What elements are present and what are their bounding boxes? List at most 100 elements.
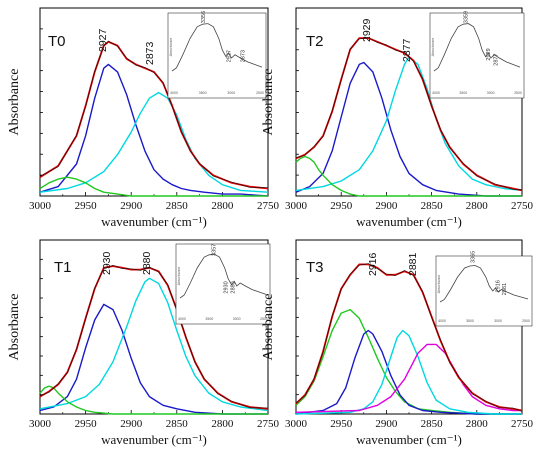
inset-spectrum-line <box>439 265 529 303</box>
x-tick-label: 2750 <box>257 418 280 430</box>
inset-frame <box>429 12 525 99</box>
y-axis-label: Absorbance <box>7 294 22 361</box>
series-line-3 <box>295 155 522 197</box>
x-tick-label: 2900 <box>120 418 143 430</box>
inset-peak-label: 3357 <box>211 244 217 256</box>
x-tick-label: 2850 <box>421 200 444 212</box>
peak-label: 2877 <box>401 38 413 62</box>
panel-t0: 3000 2950 2900 2850 2800 2750 wavenumber (cm⁻¹… <box>7 7 280 229</box>
inset-x-tick-label: 2500 <box>522 319 530 323</box>
inset-full-spectrum: Absorbance 4000 3500 3000 2500 3356 2927 2873 <box>167 11 267 99</box>
x-tick-label: 3000 <box>285 418 308 430</box>
x-tick-label: 2950 <box>75 200 98 212</box>
panel-t3: 3000 2950 2900 2850 2800 2750 wavenumber (cm⁻¹… <box>261 239 534 447</box>
inset-y-label: Absorbance <box>431 38 435 57</box>
x-tick-label: 2850 <box>166 200 189 212</box>
x-tick-label: 2750 <box>511 200 534 212</box>
series-line-1 <box>39 63 269 197</box>
inset-full-spectrum: Absorbance 4000 3500 3000 2500 3357 2930 2880 <box>175 243 271 325</box>
inset-x-tick-label: 4000 <box>438 319 446 323</box>
peak-label: 2930 <box>101 251 113 275</box>
inset-full-spectrum: Absorbance 4000 3500 3000 2500 3365 2916 2881 <box>435 251 533 327</box>
x-tick-label: 2950 <box>330 200 353 212</box>
series-line-1 <box>295 61 522 197</box>
panel-t2: 3000 2950 2900 2850 2800 2750 wavenumber (cm⁻¹… <box>261 7 534 229</box>
inset-x-tick-label: 3000 <box>487 91 495 95</box>
x-tick-label: 2750 <box>511 418 534 430</box>
x-tick-label: 2800 <box>211 418 234 430</box>
series-line-1 <box>39 303 268 415</box>
x-tick-label: 2900 <box>120 200 143 212</box>
x-tick-label: 3000 <box>285 200 308 212</box>
inset-peak-label: 3365 <box>470 251 476 263</box>
x-tick-label: 2800 <box>466 418 489 430</box>
panel-label: T2 <box>306 33 324 50</box>
inset-spectrum-line <box>179 253 267 299</box>
x-axis-label: wavenumber (cm⁻¹) <box>356 214 462 229</box>
x-tick-label: 3000 <box>29 418 52 430</box>
series-line-3 <box>295 329 522 415</box>
inset-peak-label: 3356 <box>201 11 207 23</box>
peak-label: 2873 <box>144 41 156 65</box>
peak-label: 2881 <box>407 252 419 276</box>
inset-frame <box>175 243 271 325</box>
inset-peak-label: 2916 <box>495 280 501 292</box>
measured-spectrum-line <box>39 40 269 188</box>
inset-peak-label: 2877 <box>494 53 500 65</box>
peak-label: 2929 <box>361 18 373 42</box>
inset-peak-label: 3359 <box>464 11 470 23</box>
inset-x-tick-label: 4000 <box>170 91 178 95</box>
y-axis-label: Absorbance <box>261 69 276 136</box>
inset-y-label: Absorbance <box>169 38 173 57</box>
x-axis-label: wavenumber (cm⁻¹) <box>356 432 462 447</box>
measured-spectrum-line <box>39 264 269 409</box>
inset-x-tick-label: 3500 <box>199 91 207 95</box>
series-line-1 <box>295 308 522 415</box>
inset-peak-label: 2929 <box>486 48 492 60</box>
inset-peak-label: 2880 <box>230 281 236 293</box>
inset-peak-label: 2930 <box>224 281 230 293</box>
panel-label: T3 <box>306 259 324 276</box>
inset-peak-label: 2927 <box>227 50 233 62</box>
inset-x-tick-label: 2500 <box>514 91 522 95</box>
inset-frame <box>435 255 533 327</box>
y-axis-label: Absorbance <box>7 69 22 136</box>
x-tick-label: 3000 <box>29 200 52 212</box>
x-tick-label: 2950 <box>75 418 98 430</box>
peak-label: 2880 <box>141 251 153 275</box>
x-tick-label: 2900 <box>375 418 398 430</box>
inset-peak-label: 2881 <box>502 283 508 295</box>
inset-y-label: Absorbance <box>177 267 181 286</box>
x-tick-label: 2850 <box>166 418 189 430</box>
inset-x-tick-label: 3500 <box>459 91 467 95</box>
inset-y-label: Absorbance <box>437 275 441 294</box>
peak-label: 2916 <box>367 252 379 276</box>
inset-spectrum-line <box>433 23 521 72</box>
panel-label: T1 <box>54 259 72 276</box>
x-axis-label: wavenumber (cm⁻¹) <box>101 432 207 447</box>
panel-label: T0 <box>48 33 66 50</box>
x-axis-label: wavenumber (cm⁻¹) <box>101 214 207 229</box>
inset-frame <box>167 12 267 99</box>
inset-spectrum-line <box>171 23 263 72</box>
x-tick-label: 2850 <box>421 418 444 430</box>
inset-full-spectrum: Absorbance 4000 3500 3000 2500 3359 2929 2877 <box>429 11 525 99</box>
inset-x-tick-label: 3000 <box>233 317 241 321</box>
y-axis-label: Absorbance <box>261 294 276 361</box>
inset-x-tick-label: 3000 <box>227 91 235 95</box>
inset-x-tick-label: 3000 <box>494 319 502 323</box>
series-line-4 <box>295 343 522 413</box>
inset-x-tick-label: 4000 <box>432 91 440 95</box>
inset-x-tick-label: 2500 <box>256 91 264 95</box>
series-line-3 <box>39 176 268 197</box>
x-tick-label: 2900 <box>375 200 398 212</box>
inset-x-tick-label: 3500 <box>466 319 474 323</box>
series-line-2 <box>39 277 269 412</box>
inset-peak-label: 2873 <box>240 50 246 62</box>
x-tick-label: 2800 <box>466 200 489 212</box>
peak-label: 2927 <box>97 28 109 52</box>
inset-x-tick-label: 2500 <box>260 317 268 321</box>
x-tick-label: 2800 <box>211 200 234 212</box>
inset-x-tick-label: 3500 <box>205 317 213 321</box>
